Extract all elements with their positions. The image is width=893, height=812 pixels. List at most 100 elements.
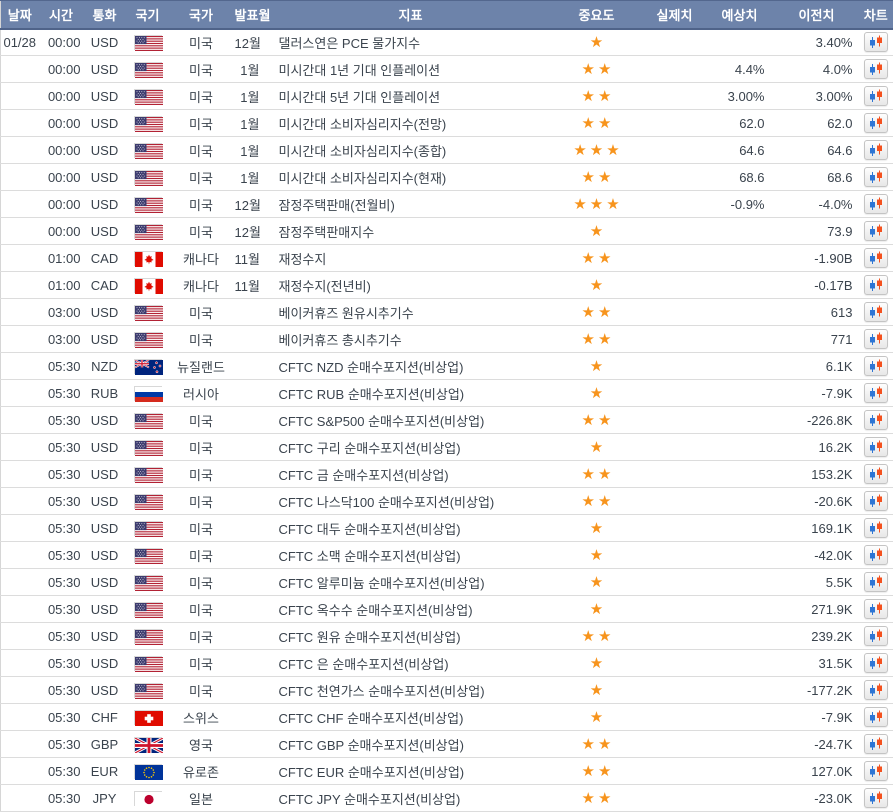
cell-month [233,434,273,461]
indicator-link[interactable]: CFTC 천연가스 순매수포지션(비상업) [279,684,485,699]
indicator-link[interactable]: 미시간대 소비자심리지수(종합) [279,144,447,159]
indicator-link[interactable]: CFTC 알루미늄 순매수포지션(비상업) [279,576,485,591]
cell-chart [859,704,893,731]
cell-flag [126,623,170,650]
cell-currency: RUB [84,380,126,407]
chart-button[interactable] [864,680,888,700]
cell-date [1,56,39,83]
cell-chart [859,434,893,461]
cell-actual [645,29,705,56]
indicator-link[interactable]: CFTC 대두 순매수포지션(비상업) [279,522,461,537]
cell-month: 12월 [233,218,273,245]
chart-button[interactable] [864,788,888,808]
cell-flag [126,380,170,407]
cell-indicator: CFTC 금 순매수포지션(비상업) [273,461,549,488]
chart-button[interactable] [864,32,888,52]
cell-indicator: 미시간대 1년 기대 인플레이션 [273,56,549,83]
cell-forecast [705,245,775,272]
cell-country: 미국 [170,299,233,326]
cell-indicator: 베이커휴즈 원유시추기수 [273,299,549,326]
chart-button[interactable] [864,653,888,673]
cell-country: 미국 [170,569,233,596]
indicator-link[interactable]: CFTC CHF 순매수포지션(비상업) [279,711,464,726]
chart-button[interactable] [864,518,888,538]
cell-date [1,191,39,218]
cell-previous: 5.5K [775,569,859,596]
indicator-link[interactable]: CFTC EUR 순매수포지션(비상업) [279,765,465,780]
chart-button[interactable] [864,167,888,187]
indicator-link[interactable]: 미시간대 5년 기대 인플레이션 [279,90,441,105]
cell-currency: CAD [84,272,126,299]
chart-button[interactable] [864,113,888,133]
chart-button[interactable] [864,248,888,268]
chart-button[interactable] [864,437,888,457]
cell-time: 05:30 [39,407,84,434]
chart-button[interactable] [864,464,888,484]
cell-importance: ★ [549,677,645,704]
chart-button[interactable] [864,221,888,241]
chart-button[interactable] [864,329,888,349]
cell-chart [859,353,893,380]
chart-button[interactable] [864,572,888,592]
indicator-link[interactable]: 미시간대 1년 기대 인플레이션 [279,63,441,78]
chart-button[interactable] [864,626,888,646]
indicator-link[interactable]: CFTC 소맥 순매수포지션(비상업) [279,549,461,564]
indicator-link[interactable]: 잠정주택판매지수 [279,225,375,240]
cell-previous: 3.00% [775,83,859,110]
indicator-link[interactable]: 미시간대 소비자심리지수(현재) [279,171,447,186]
indicator-link[interactable]: CFTC 금 순매수포지션(비상업) [279,468,449,483]
chart-button[interactable] [864,383,888,403]
cell-currency: USD [84,137,126,164]
indicator-link[interactable]: 댈러스연은 PCE 물가지수 [279,36,421,51]
chart-button[interactable] [864,356,888,376]
cell-forecast [705,731,775,758]
indicator-link[interactable]: CFTC 은 순매수포지션(비상업) [279,657,449,672]
indicator-link[interactable]: CFTC S&P500 순매수포지션(비상업) [279,414,485,429]
chart-button[interactable] [864,140,888,160]
indicator-link[interactable]: 재정수지(전년비) [279,279,371,294]
indicator-link[interactable]: 베이커휴즈 총시추기수 [279,333,402,348]
cell-chart [859,56,893,83]
chart-button[interactable] [864,59,888,79]
chart-button[interactable] [864,302,888,322]
cell-date [1,299,39,326]
cell-currency: EUR [84,758,126,785]
indicator-link[interactable]: CFTC NZD 순매수포지션(비상업) [279,360,464,375]
chart-button[interactable] [864,761,888,781]
chart-button[interactable] [864,86,888,106]
chart-button[interactable] [864,599,888,619]
indicator-link[interactable]: CFTC 옥수수 순매수포지션(비상업) [279,603,473,618]
indicator-link[interactable]: 베이커휴즈 원유시추기수 [279,306,414,321]
chart-button[interactable] [864,545,888,565]
column-header-forecast: 예상치 [705,1,775,29]
flag-us-icon [134,629,162,644]
indicator-link[interactable]: 미시간대 소비자심리지수(전망) [279,117,447,132]
cell-importance: ★ [549,596,645,623]
indicator-link[interactable]: CFTC 구리 순매수포지션(비상업) [279,441,461,456]
cell-importance: ★ [549,542,645,569]
chart-button[interactable] [864,194,888,214]
chart-button[interactable] [864,410,888,430]
cell-time: 03:00 [39,299,84,326]
indicator-link[interactable]: 잠정주택판매(전월비) [279,198,395,213]
cell-month: 11월 [233,245,273,272]
chart-button[interactable] [864,275,888,295]
chart-button[interactable] [864,707,888,727]
cell-forecast: 64.6 [705,137,775,164]
chart-button[interactable] [864,491,888,511]
cell-indicator: CFTC 알루미늄 순매수포지션(비상업) [273,569,549,596]
indicator-link[interactable]: CFTC 나스닥100 순매수포지션(비상업) [279,495,495,510]
indicator-link[interactable]: 재정수지 [279,252,327,267]
chart-button[interactable] [864,734,888,754]
indicator-link[interactable]: CFTC JPY 순매수포지션(비상업) [279,792,461,807]
indicator-link[interactable]: CFTC 원유 순매수포지션(비상업) [279,630,461,645]
indicator-link[interactable]: CFTC RUB 순매수포지션(비상업) [279,387,465,402]
indicator-link[interactable]: CFTC GBP 순매수포지션(비상업) [279,738,464,753]
cell-currency: USD [84,596,126,623]
cell-indicator: 잠정주택판매(전월비) [273,191,549,218]
cell-month [233,380,273,407]
flag-us-icon [134,575,162,590]
cell-month: 11월 [233,272,273,299]
